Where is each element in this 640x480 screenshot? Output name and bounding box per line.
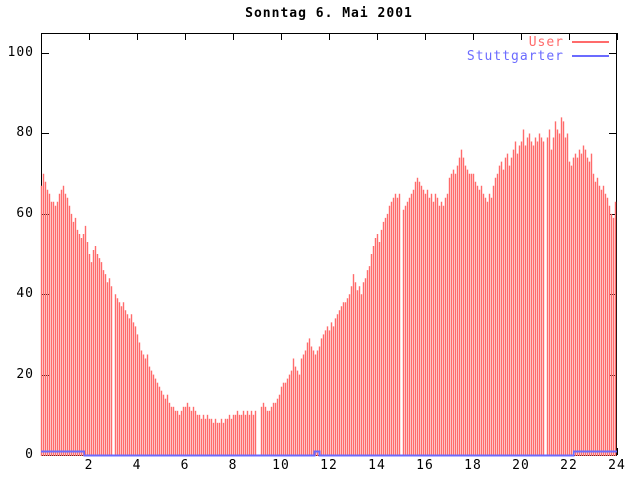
user-impulses-series xyxy=(40,117,617,456)
y-axis-tick-label: 40 xyxy=(16,286,34,302)
chart-title: Sonntag 6. Mai 2001 xyxy=(245,6,413,21)
y-axis-tick-label: 60 xyxy=(16,205,34,221)
legend: User Stuttgarter xyxy=(466,34,609,64)
user-line-sample-icon xyxy=(572,41,609,43)
y-axis-tick-label: 20 xyxy=(16,366,34,382)
x-axis-tick-label: 4 xyxy=(132,458,142,473)
x-axis-tick-label: 12 xyxy=(320,458,338,473)
y-axis-tick-label: 80 xyxy=(16,125,34,141)
x-axis-tick-label: 2 xyxy=(84,458,94,473)
y-axis-tick-label: 100 xyxy=(7,45,34,61)
x-axis-tick-label: 24 xyxy=(608,458,626,473)
legend-item-stuttgarter: Stuttgarter xyxy=(466,48,609,64)
x-axis-tick-label: 18 xyxy=(464,458,482,473)
stuttgarter-line-sample-icon xyxy=(572,55,609,57)
x-axis-tick-label: 8 xyxy=(228,458,238,473)
x-axis-tick-label: 6 xyxy=(180,458,190,473)
legend-label-user: User xyxy=(528,34,564,50)
y-axis-tick-label: 0 xyxy=(25,447,34,462)
x-axis-tick-label: 14 xyxy=(368,458,386,473)
x-axis-tick-label: 20 xyxy=(512,458,530,473)
legend-label-stuttgarter: Stuttgarter xyxy=(466,48,564,64)
x-axis-tick-label: 16 xyxy=(416,458,434,473)
x-axis-tick-label: 10 xyxy=(272,458,290,473)
x-axis-tick-label: 22 xyxy=(560,458,578,473)
stuttgarter-step-line-series xyxy=(41,450,617,457)
legend-item-user: User xyxy=(467,34,609,50)
